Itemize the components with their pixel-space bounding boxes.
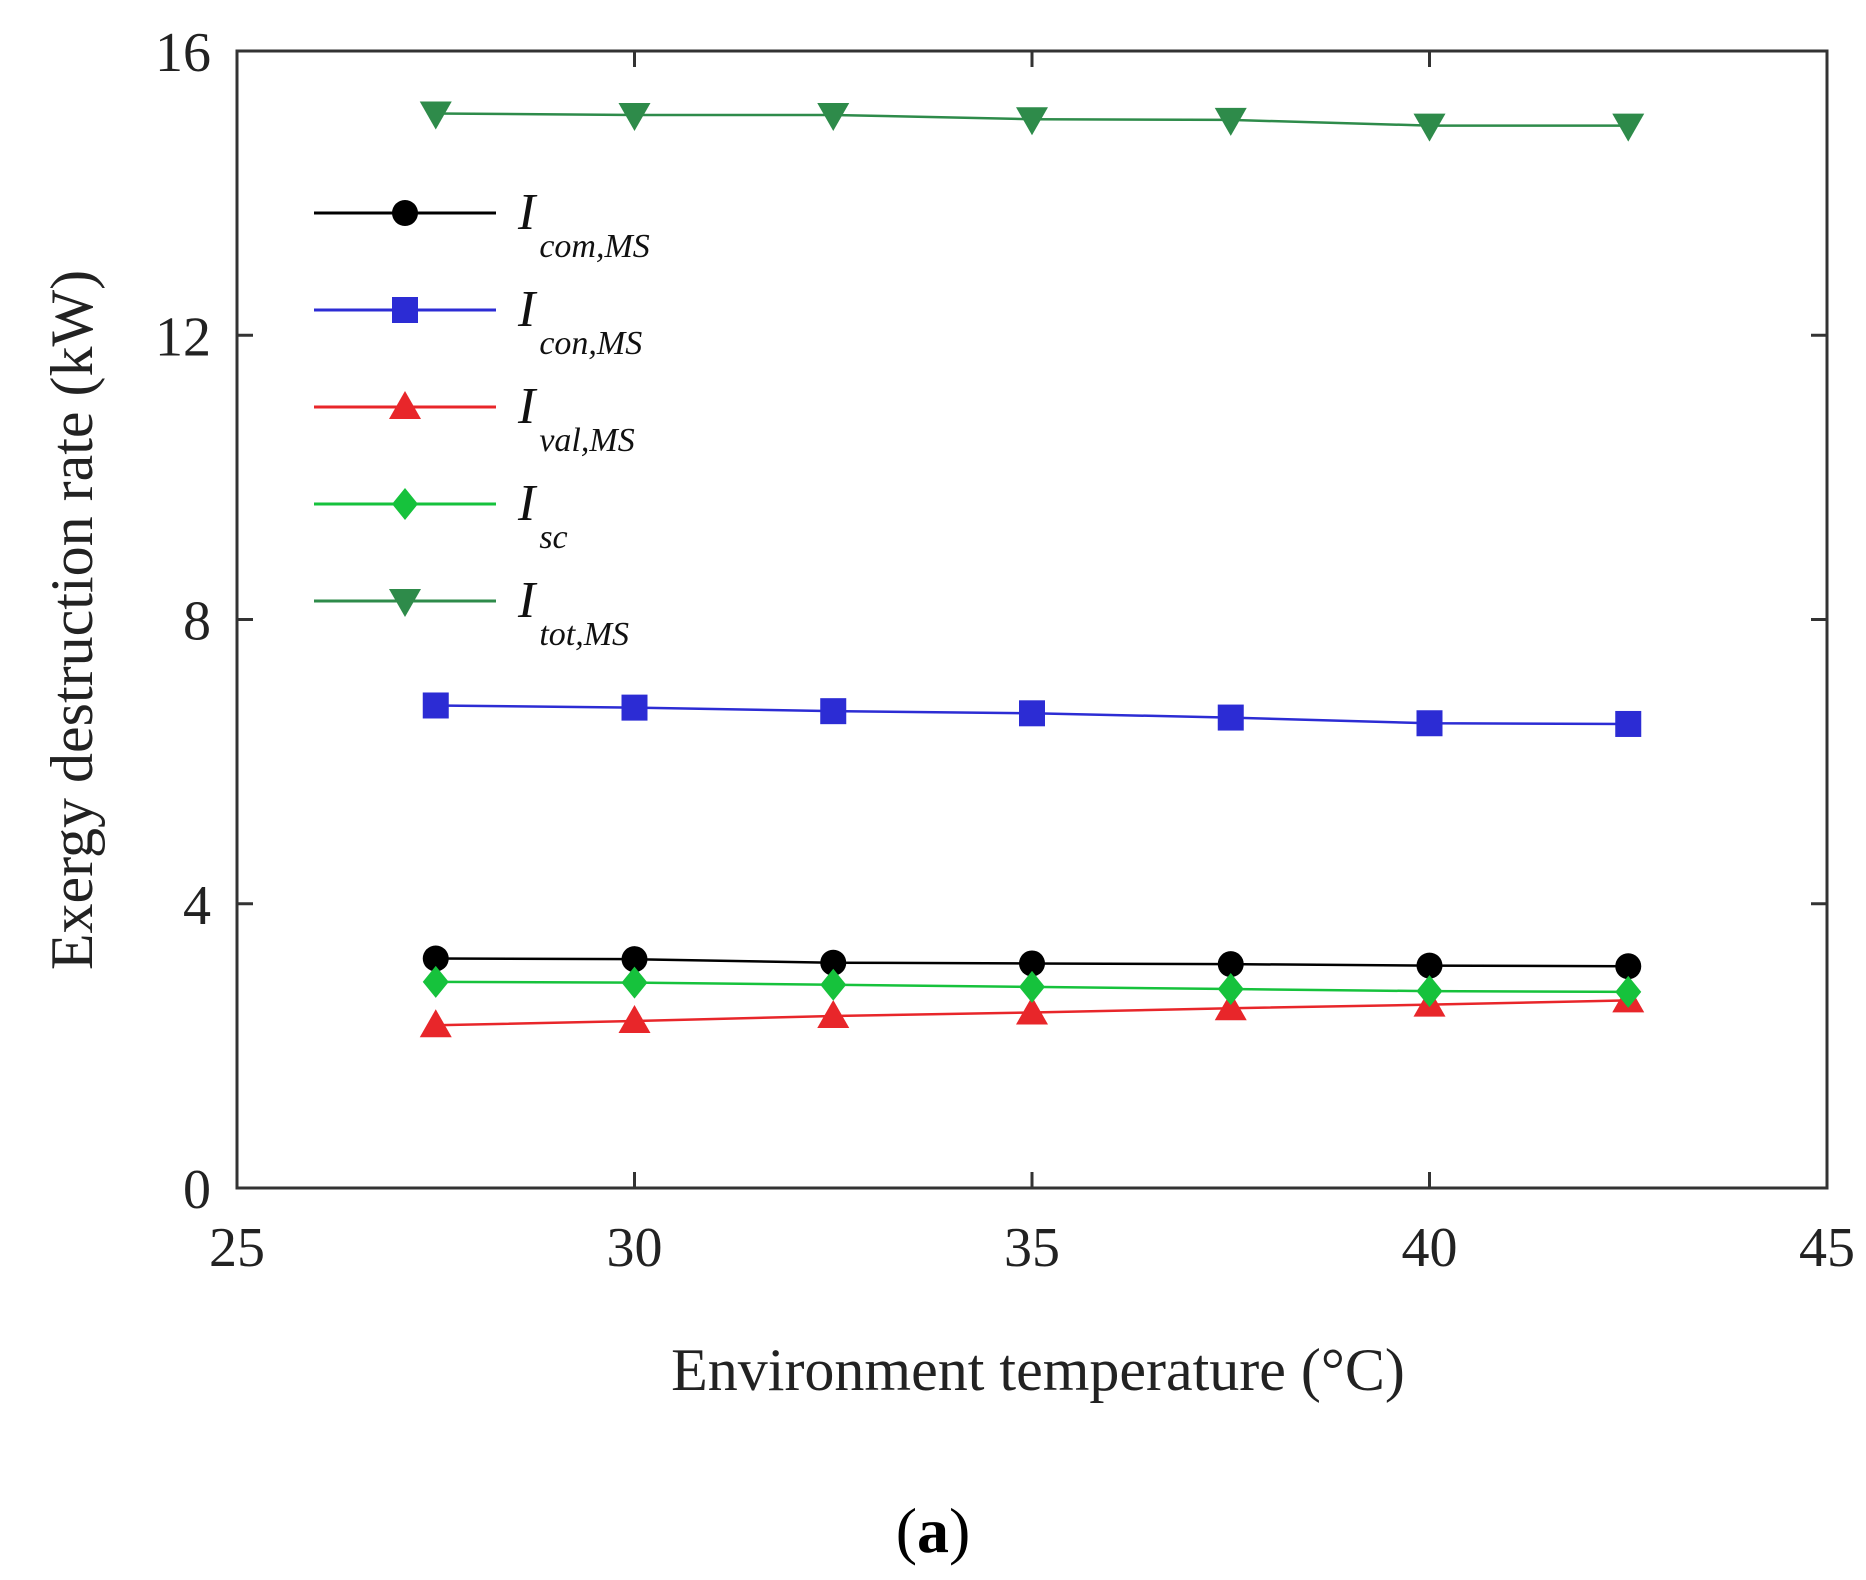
legend-item: Itot,MS [314, 572, 629, 653]
data-point [820, 949, 847, 976]
data-point [422, 945, 449, 972]
x-tick-label: 30 [607, 1217, 663, 1279]
legend-subscript: con,MS [539, 325, 642, 362]
legend-marker [392, 297, 418, 323]
series-sc [422, 965, 1642, 1008]
y-tick-label: 8 [183, 591, 211, 653]
legend-symbol: I [517, 475, 538, 532]
legend-marker [392, 200, 418, 226]
legend-label: Icon,MS [517, 281, 642, 362]
x-tick-label: 35 [1004, 1217, 1060, 1279]
y-tick-label: 12 [155, 306, 211, 368]
legend-symbol: I [517, 572, 538, 629]
data-point [422, 692, 449, 719]
data-point [1019, 970, 1045, 1003]
x-tick-label: 25 [209, 1217, 265, 1279]
axis-tick-labels: 25 30 35 40 45 0 4 8 12 16 [155, 22, 1855, 1279]
caption-open: ( [896, 1495, 917, 1566]
data-point [820, 968, 847, 1001]
legend-symbol: I [517, 281, 538, 338]
data-point [621, 946, 648, 973]
y-tick-label: 4 [183, 875, 211, 937]
legend-symbol: I [517, 378, 538, 435]
series-tot-ms [419, 101, 1645, 142]
data-point [618, 1005, 651, 1034]
series-con-ms [422, 692, 1642, 737]
data-point [1615, 975, 1642, 1008]
legend-marker [389, 391, 421, 419]
data-point [820, 698, 847, 725]
data-point [1214, 992, 1247, 1021]
data-point [1019, 950, 1045, 977]
legend-subscript: tot,MS [539, 616, 629, 653]
series-com-ms [422, 945, 1642, 980]
legend-label: Itot,MS [517, 572, 629, 653]
legend-marker [392, 488, 418, 520]
data-point [1217, 704, 1244, 731]
data-point [1019, 700, 1045, 727]
data-point [1217, 973, 1244, 1006]
legend-label: Ival,MS [517, 378, 635, 459]
data-point [1615, 953, 1642, 980]
data-point [1416, 975, 1443, 1008]
x-tick-label: 45 [1799, 1217, 1855, 1279]
legend-item: Icom,MS [314, 184, 650, 265]
axis-ticks [235, 49, 1829, 1190]
data-point [1416, 710, 1443, 737]
legend-symbol: I [517, 184, 538, 241]
y-tick-label: 16 [155, 22, 211, 84]
data-point [1416, 952, 1443, 979]
data-point [621, 694, 648, 721]
legend-subscript: val,MS [539, 422, 634, 459]
x-tick-label: 40 [1402, 1217, 1458, 1279]
x-axis-label: Environment temperature (°C) [671, 1337, 1405, 1403]
data-point [422, 965, 449, 998]
legend-item: Icon,MS [314, 281, 642, 362]
caption-letter: a [917, 1495, 949, 1566]
data-point [618, 102, 651, 131]
legend-subscript: sc [539, 519, 567, 556]
data-point [817, 1000, 850, 1029]
series-layer [419, 101, 1645, 1038]
legend-label: Isc [517, 475, 568, 556]
data-point [1413, 113, 1446, 142]
data-point [1612, 113, 1645, 142]
legend-item: Ival,MS [314, 378, 635, 459]
figure-caption: (a) [896, 1495, 971, 1566]
caption-close: ) [949, 1495, 970, 1566]
legend-item: Isc [314, 475, 568, 556]
data-point [419, 101, 452, 130]
data-point [621, 966, 648, 999]
y-axis-label: Exergy destruction rate (kW) [39, 270, 105, 970]
y-tick-label: 0 [183, 1159, 211, 1221]
data-point [1214, 107, 1247, 136]
legend-label: Icom,MS [517, 184, 650, 265]
legend-marker [389, 589, 421, 617]
data-point [817, 102, 850, 131]
legend-subscript: com,MS [539, 228, 649, 265]
data-point [1016, 107, 1048, 136]
data-point [1615, 710, 1642, 737]
data-point [1217, 951, 1244, 978]
data-point [1016, 996, 1048, 1025]
data-point [419, 1009, 452, 1038]
